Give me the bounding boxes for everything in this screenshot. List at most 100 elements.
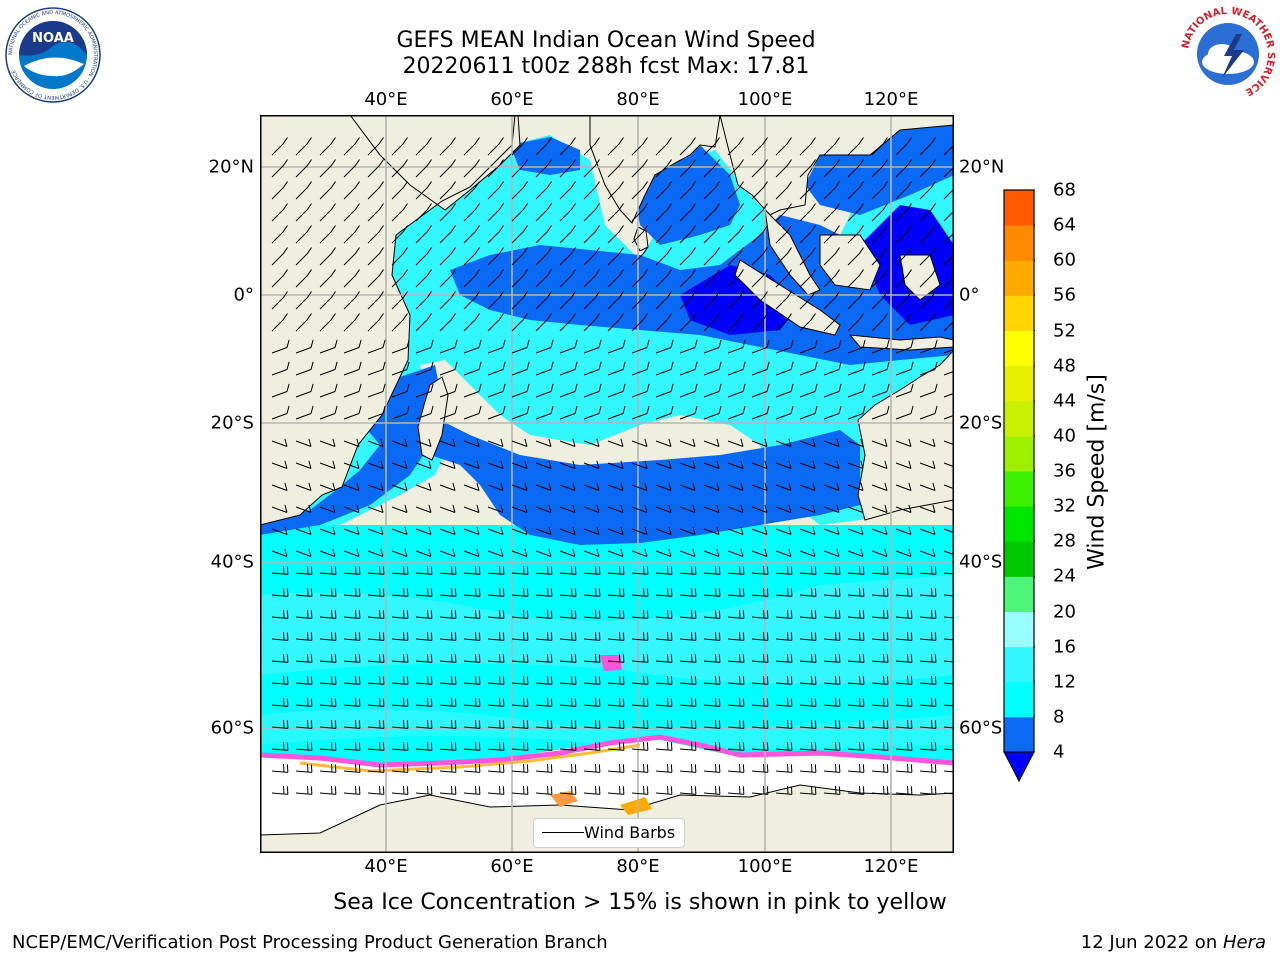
wind-barb bbox=[799, 741, 817, 751]
wind-barb bbox=[871, 460, 888, 469]
colorbar-segment bbox=[1004, 471, 1034, 507]
wind-barb bbox=[823, 548, 840, 557]
wind-barb bbox=[751, 383, 770, 398]
wind-barb bbox=[439, 609, 457, 619]
wind-barb bbox=[919, 438, 936, 447]
wind-barb bbox=[487, 460, 504, 469]
wind-barb bbox=[319, 609, 337, 619]
wind-barb bbox=[583, 438, 600, 447]
colorbar-tick-label: 64 bbox=[1053, 214, 1076, 236]
wind-barb bbox=[919, 526, 936, 535]
wind-barb bbox=[631, 631, 649, 641]
wind-barb bbox=[679, 482, 696, 491]
wind-barb bbox=[847, 609, 865, 619]
wind-barb bbox=[415, 631, 433, 641]
wind-barb bbox=[703, 291, 720, 310]
wind-barb bbox=[535, 291, 552, 310]
colorbar-tick-label: 32 bbox=[1053, 495, 1076, 517]
wind-barb bbox=[871, 405, 890, 420]
wind-barb bbox=[727, 313, 744, 332]
wind-barb bbox=[415, 313, 432, 332]
wind-barb bbox=[439, 181, 456, 200]
wind-barb bbox=[511, 339, 530, 354]
colorbar-label: Wind Speed [m/s] bbox=[1084, 374, 1110, 570]
wind-barb bbox=[319, 675, 337, 685]
wind-barb bbox=[391, 313, 408, 332]
wind-barb bbox=[487, 203, 504, 222]
wind-barb bbox=[727, 361, 746, 376]
wind-barb bbox=[775, 460, 792, 469]
wind-barb bbox=[799, 405, 818, 420]
wind-barb bbox=[799, 291, 816, 310]
wind-barb bbox=[607, 653, 625, 663]
wind-barb bbox=[751, 697, 769, 707]
lat-tick-left: 0° bbox=[233, 284, 254, 306]
wind-barb bbox=[583, 675, 601, 685]
wind-barb bbox=[919, 675, 937, 685]
wind-barb bbox=[535, 181, 552, 200]
wind-barb bbox=[919, 741, 937, 751]
wind-barb bbox=[511, 405, 530, 420]
wind-barb bbox=[535, 339, 554, 354]
wind-barb bbox=[751, 181, 768, 200]
wind-barb bbox=[391, 137, 408, 156]
wind-barb bbox=[655, 697, 673, 707]
wind-barb bbox=[895, 653, 913, 663]
wind-barb bbox=[655, 587, 673, 597]
colorbar-tick-label: 28 bbox=[1053, 530, 1076, 552]
wind-barb bbox=[583, 460, 600, 469]
wind-barb bbox=[511, 763, 529, 773]
wind-barb bbox=[415, 247, 432, 266]
wind-barb bbox=[727, 741, 745, 751]
wind-barb bbox=[703, 526, 720, 535]
wind-barb bbox=[487, 482, 504, 491]
wind-barb bbox=[559, 719, 577, 729]
legend-line-symbol bbox=[542, 832, 584, 833]
wind-barb bbox=[919, 697, 937, 707]
wind-barb bbox=[343, 631, 361, 641]
wind-barb bbox=[631, 313, 648, 332]
wind-barb bbox=[439, 675, 457, 685]
wind-barb bbox=[487, 438, 504, 447]
wind-barb bbox=[463, 675, 481, 685]
wind-barb bbox=[655, 460, 672, 469]
wind-barb bbox=[607, 181, 624, 200]
wind-barb bbox=[847, 675, 865, 685]
wind-barb bbox=[535, 653, 553, 663]
wind-barb bbox=[271, 313, 288, 332]
wind-barb bbox=[463, 565, 481, 575]
lon-tick-bottom: 40°E bbox=[364, 856, 408, 877]
wind-barb bbox=[679, 247, 696, 266]
wind-barb bbox=[367, 460, 384, 469]
wind-barb bbox=[559, 631, 577, 641]
wind-barb bbox=[271, 460, 288, 469]
wind-barb bbox=[463, 609, 481, 619]
wind-barb bbox=[391, 383, 410, 398]
wind-barb bbox=[727, 675, 745, 685]
wind-barb bbox=[583, 247, 600, 266]
wind-barb bbox=[631, 247, 648, 266]
wind-barb bbox=[919, 719, 937, 729]
wind-barb bbox=[871, 203, 888, 222]
colorbar-segment bbox=[1004, 541, 1034, 577]
wind-barb bbox=[799, 653, 817, 663]
wind-barb bbox=[487, 653, 505, 663]
wind-barb bbox=[895, 203, 912, 222]
wind-barb bbox=[463, 203, 480, 222]
wind-barb bbox=[823, 741, 841, 751]
wind-barb bbox=[799, 609, 817, 619]
wind-barb bbox=[871, 587, 889, 597]
wind-barb bbox=[367, 339, 386, 354]
wind-barb bbox=[631, 181, 648, 200]
lon-tick-bottom: 60°E bbox=[490, 856, 534, 877]
wind-barb bbox=[919, 137, 936, 156]
wind-barb bbox=[463, 405, 482, 420]
wind-barb bbox=[799, 631, 817, 641]
wind-barb bbox=[607, 460, 624, 469]
wind-barb bbox=[439, 339, 458, 354]
wind-barb bbox=[943, 348, 954, 354]
wind-barb bbox=[895, 785, 913, 795]
wind-barb bbox=[679, 313, 696, 332]
wind-barb bbox=[487, 609, 505, 619]
wind-barb bbox=[295, 587, 313, 597]
